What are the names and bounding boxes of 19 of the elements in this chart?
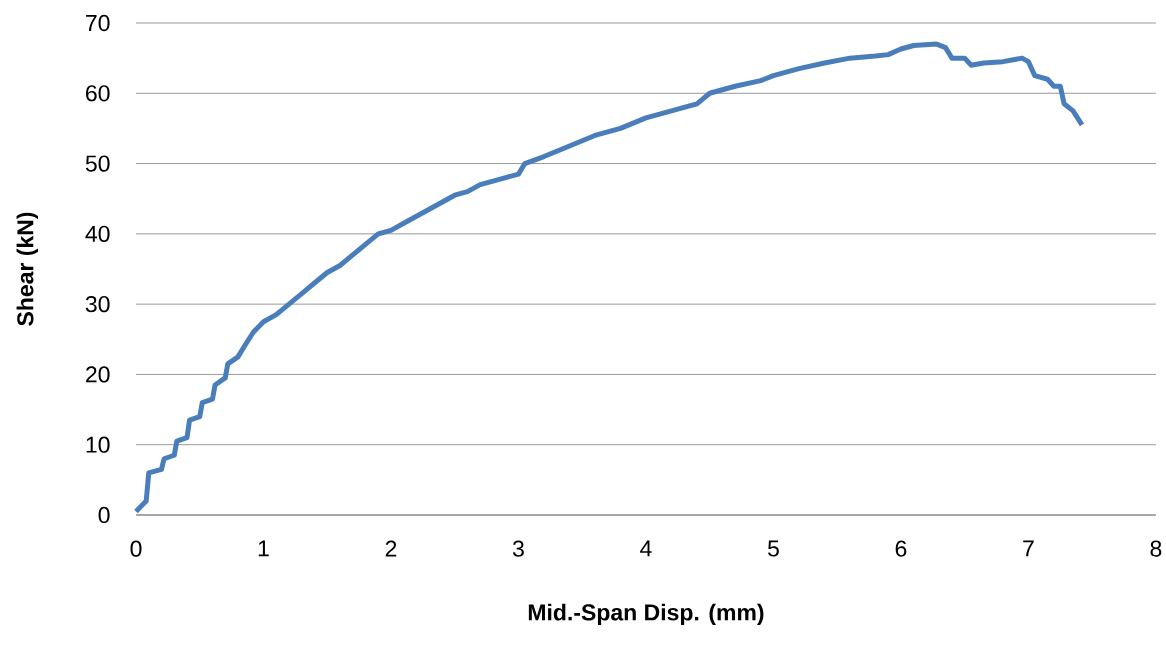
y-tick-label: 40 xyxy=(85,225,110,242)
x-tick-label: 2 xyxy=(385,540,397,557)
x-tick-label: 8 xyxy=(1150,540,1162,557)
y-tick-label: 60 xyxy=(86,85,110,102)
x-tick-label: 3 xyxy=(512,540,524,557)
y-tick-label: 70 xyxy=(86,14,110,32)
x-tick-label: 0 xyxy=(130,540,142,557)
y-tick-label: 30 xyxy=(85,295,110,313)
y-tick-label: 20 xyxy=(86,366,110,383)
y-tick-label: 50 xyxy=(85,155,110,172)
x-tick-label: 1 xyxy=(258,540,269,557)
x-tick-label: 6 xyxy=(895,540,907,557)
y-tick-label: 0 xyxy=(98,506,110,524)
x-axis-title: Mid.-Span Disp. (mm) xyxy=(528,603,764,626)
y-tick-label: 10 xyxy=(86,436,110,453)
x-tick-label: 5 xyxy=(767,540,779,557)
y-axis-title: Shear (kN) xyxy=(16,212,39,326)
x-tick-label: 7 xyxy=(1023,540,1034,557)
x-tick-label: 4 xyxy=(640,540,652,557)
